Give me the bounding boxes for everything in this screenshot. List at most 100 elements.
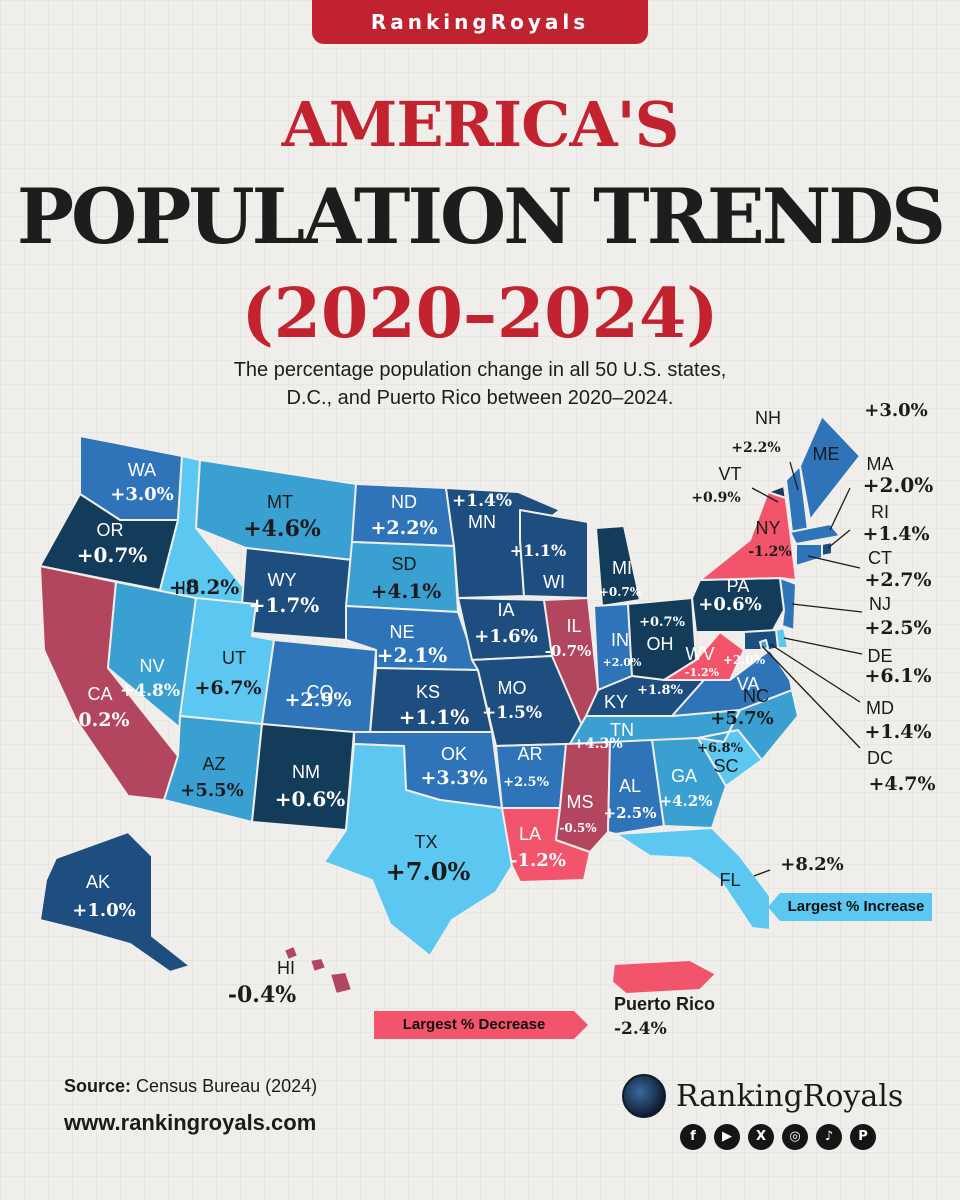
subtitle-line-1: The percentage population change in all … bbox=[233, 359, 727, 381]
state-value-nh: +2.2% bbox=[731, 440, 780, 456]
youtube-icon[interactable]: ▶ bbox=[714, 1124, 740, 1150]
state-value-ma: +2.0% bbox=[863, 473, 934, 497]
brand-tab: RankingRoyals bbox=[312, 0, 648, 44]
state-value-sd: +4.1% bbox=[371, 579, 442, 603]
state-value-sc: +6.8% bbox=[697, 741, 744, 756]
state-label-ne: NE bbox=[389, 622, 414, 642]
state-label-md: MD bbox=[866, 698, 894, 718]
state-shape-ct[interactable] bbox=[795, 543, 823, 567]
source-line: Source: Census Bureau (2024) bbox=[64, 1076, 317, 1097]
state-shape-hi[interactable] bbox=[283, 945, 353, 995]
state-shape-wi[interactable] bbox=[519, 509, 589, 599]
state-label-id: ID bbox=[181, 578, 199, 598]
state-label-nj: NJ bbox=[869, 594, 891, 614]
state-label-ks: KS bbox=[416, 682, 440, 702]
state-value-nv: +4.8% bbox=[120, 681, 180, 701]
state-shape-az[interactable] bbox=[163, 715, 263, 823]
instagram-icon[interactable]: ◎ bbox=[782, 1124, 808, 1150]
source-value: Census Bureau (2024) bbox=[136, 1076, 318, 1096]
state-value-ky: +1.8% bbox=[637, 683, 684, 698]
state-value-wi: +1.1% bbox=[510, 541, 566, 560]
state-label-mi: MI bbox=[612, 558, 632, 578]
state-shape-md[interactable] bbox=[743, 629, 779, 651]
state-label-sd: SD bbox=[391, 554, 416, 574]
state-value-in: +2.0% bbox=[603, 656, 642, 669]
website-link[interactable]: www.rankingroyals.com bbox=[64, 1110, 317, 1135]
state-label-ms: MS bbox=[567, 792, 594, 812]
state-shape-ga[interactable] bbox=[651, 737, 727, 829]
state-value-fl: +8.2% bbox=[780, 854, 844, 875]
state-shape-tx[interactable] bbox=[323, 743, 513, 957]
state-value-mt: +4.6% bbox=[243, 516, 321, 542]
state-value-al: +2.5% bbox=[604, 804, 657, 822]
state-value-id: +8.2% bbox=[169, 575, 240, 599]
state-value-tn: +4.3% bbox=[573, 736, 622, 752]
subtitle-line-2: D.C., and Puerto Rico between 2020–2024. bbox=[286, 387, 674, 409]
state-shape-al[interactable] bbox=[607, 739, 665, 835]
state-value-vt: +0.9% bbox=[691, 490, 740, 506]
state-label-ky: KY bbox=[604, 692, 628, 712]
source-label: Source: bbox=[64, 1076, 132, 1096]
state-label-mn: MN bbox=[468, 512, 496, 532]
state-shape-ma[interactable] bbox=[789, 523, 841, 545]
state-value-pa: +0.6% bbox=[698, 594, 762, 615]
state-label-ok: OK bbox=[441, 744, 467, 764]
state-label-pa: PA bbox=[727, 576, 750, 596]
state-value-wv: -1.2% bbox=[685, 666, 720, 679]
state-value-ct: +2.7% bbox=[864, 569, 931, 591]
subtitle: The percentage population change in all … bbox=[0, 356, 960, 412]
social-icons: f ▶ X ◎ ♪ P bbox=[680, 1124, 876, 1150]
state-label-sc: SC bbox=[713, 756, 738, 776]
state-shape-fl[interactable] bbox=[615, 827, 771, 931]
state-value-tx: +7.0% bbox=[386, 857, 471, 886]
largest-decrease-tag: Largest % Decrease bbox=[374, 1011, 588, 1039]
state-shape-ri[interactable] bbox=[821, 541, 833, 557]
state-label-ca: CA bbox=[87, 684, 112, 704]
state-label-az: AZ bbox=[202, 754, 225, 774]
state-shape-nj[interactable] bbox=[779, 577, 797, 631]
state-shape-va[interactable] bbox=[671, 649, 793, 717]
state-value-wa: +3.0% bbox=[110, 484, 174, 505]
state-label-tn: TN bbox=[610, 720, 634, 740]
state-value-ar: +2.5% bbox=[503, 775, 550, 790]
state-value-ak: +1.0% bbox=[72, 900, 136, 921]
state-shape-vt[interactable] bbox=[767, 485, 791, 531]
state-label-in: IN bbox=[611, 630, 629, 650]
state-value-de: +6.1% bbox=[864, 665, 931, 687]
tiktok-icon[interactable]: ♪ bbox=[816, 1124, 842, 1150]
state-value-wy: +1.7% bbox=[249, 593, 320, 617]
state-value-mo: +1.5% bbox=[482, 703, 542, 723]
state-value-nm: +0.6% bbox=[275, 787, 346, 811]
state-value-ne: +2.1% bbox=[377, 643, 448, 667]
state-value-la: -1.2% bbox=[510, 850, 566, 871]
state-label-al: AL bbox=[619, 776, 641, 796]
state-shape-ak[interactable] bbox=[39, 831, 191, 973]
title-line-1: AMERICA'S bbox=[281, 88, 680, 161]
state-value-dc: +4.7% bbox=[868, 773, 935, 795]
state-shape-dc[interactable] bbox=[759, 639, 769, 651]
x-icon[interactable]: X bbox=[748, 1124, 774, 1150]
state-label-co: CO bbox=[307, 682, 334, 702]
state-value-nc: +5.7% bbox=[710, 708, 774, 729]
logo-globe-icon bbox=[622, 1074, 666, 1118]
state-label-vt: VT bbox=[718, 464, 741, 484]
state-value-nd: +2.2% bbox=[370, 517, 437, 539]
largest-increase-tag: Largest % Increase bbox=[768, 893, 932, 921]
state-label-nc: NC bbox=[743, 686, 769, 706]
title-line-2: POPULATION TRENDS bbox=[16, 172, 946, 261]
state-value-ca: -0.2% bbox=[71, 709, 130, 731]
state-shape-me[interactable] bbox=[799, 415, 861, 521]
state-label-wv: WV bbox=[686, 644, 715, 664]
puerto-rico-shape[interactable] bbox=[611, 959, 717, 995]
pinterest-icon[interactable]: P bbox=[850, 1124, 876, 1150]
state-value-or: +0.7% bbox=[77, 543, 148, 567]
state-value-ms: -0.5% bbox=[559, 821, 597, 835]
state-value-va: +2.0% bbox=[723, 653, 766, 667]
state-value-az: +5.5% bbox=[180, 780, 244, 801]
facebook-icon[interactable]: f bbox=[680, 1124, 706, 1150]
state-shape-mi[interactable] bbox=[595, 525, 641, 607]
state-label-or: OR bbox=[97, 520, 124, 540]
state-value-ok: +3.3% bbox=[420, 767, 487, 789]
state-label-ct: CT bbox=[868, 548, 892, 568]
